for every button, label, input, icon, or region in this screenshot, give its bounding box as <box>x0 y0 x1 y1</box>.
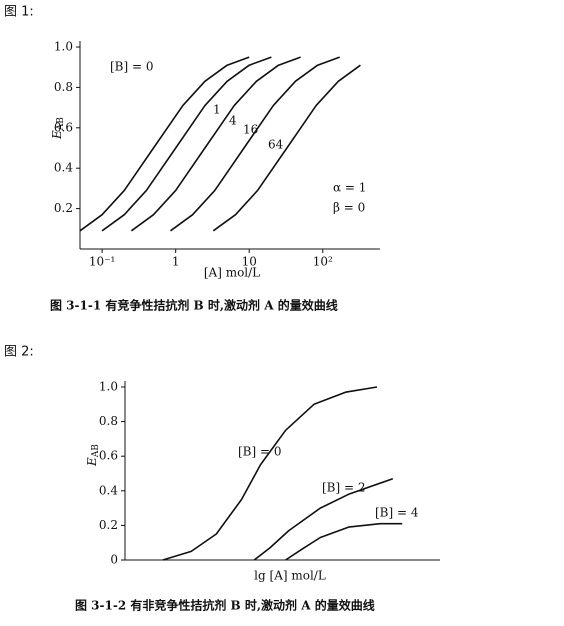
x-axis-label: lg [A] mol/L <box>254 569 326 583</box>
y-axis-label-sub: AB <box>56 117 66 131</box>
figure-label: 图 1: <box>4 5 34 20</box>
y-tick-label: 0.2 <box>99 518 118 532</box>
curve-label: [B] = 2 <box>322 481 366 495</box>
x-tick-label: 10 <box>242 255 257 269</box>
curve-label: [B] = 4 <box>375 506 419 520</box>
y-tick-label: 0.6 <box>54 120 73 134</box>
curve-label: 4 <box>229 114 237 128</box>
caption: 图 3-1-1 有竞争性拮抗剂 B 时,激动剂 A 的量效曲线 <box>50 298 338 313</box>
curve-label: 1 <box>213 103 221 117</box>
y-tick-label: 0.4 <box>99 483 118 497</box>
curve <box>162 386 378 561</box>
curve-label: 64 <box>268 138 284 152</box>
x-tick-label: 1 <box>172 255 180 269</box>
annotation: β = 0 <box>333 201 365 215</box>
y-tick-label: 0.8 <box>54 80 73 94</box>
y-axis-label: EAB <box>85 444 101 467</box>
y-axis-label-sub: AB <box>91 444 101 458</box>
x-axis-label: [A] mol/L <box>204 266 260 280</box>
curve-label: 16 <box>243 123 258 137</box>
curve <box>170 56 340 232</box>
curve <box>285 522 403 561</box>
curve-label: [B] = 0 <box>238 445 282 459</box>
curve <box>253 477 394 561</box>
x-tick-label: 10² <box>313 255 333 269</box>
y-axis-label-main: E <box>50 130 64 140</box>
y-axis-label: EAB <box>50 117 66 140</box>
caption: 图 3-1-2 有非竞争性拮抗剂 B 时,激动剂 A 的量效曲线 <box>75 598 375 613</box>
y-axis-label-main: E <box>85 457 99 467</box>
curve-label: [B] = 0 <box>110 60 154 74</box>
figure-label: 图 2: <box>4 345 34 360</box>
x-tick-label: 10⁻¹ <box>89 255 115 269</box>
y-tick-label: 0.4 <box>54 161 73 175</box>
y-tick-label: 0.6 <box>99 449 118 463</box>
curve <box>130 56 301 232</box>
curve <box>79 56 250 232</box>
annotation: α = 1 <box>333 181 366 195</box>
curve <box>212 64 361 232</box>
y-tick-label: 0.8 <box>99 414 118 428</box>
y-tick-label: 0 <box>110 553 118 567</box>
y-tick-label: 1.0 <box>54 40 73 54</box>
curve <box>101 56 272 232</box>
y-tick-label: 1.0 <box>99 380 118 394</box>
y-tick-label: 0.2 <box>54 201 73 215</box>
